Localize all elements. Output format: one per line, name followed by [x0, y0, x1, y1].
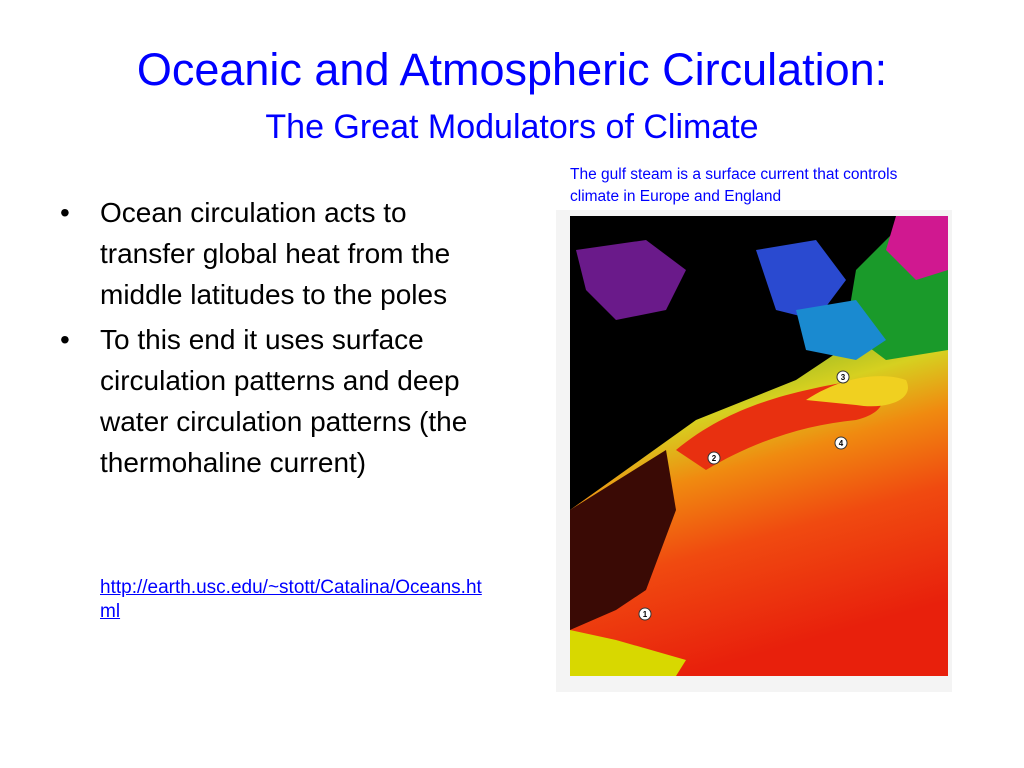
bullet-text: To this end it uses surface circulation …: [100, 324, 468, 478]
map-marker: [834, 436, 848, 450]
bullet-text: Ocean circulation acts to transfer globa…: [100, 197, 451, 310]
map-marker-label: 1: [643, 610, 648, 619]
bullet: • Ocean circulation acts to transfer glob…: [60, 192, 500, 315]
map-marker: [707, 451, 721, 465]
bullet: • To this end it uses surface circulation…: [60, 319, 500, 483]
map-marker-label: 4: [839, 439, 844, 448]
north-cold: [886, 216, 948, 280]
sst-map: 1 2 3 4: [556, 210, 952, 692]
map-marker: [836, 370, 850, 384]
map-marker-label: 2: [712, 454, 717, 463]
gulf-stream: [676, 380, 883, 470]
cold-patch: [796, 300, 886, 360]
bullet-dot: •: [60, 324, 70, 355]
bullet-list: • Ocean circulation acts to transfer glob…: [60, 192, 500, 487]
labrador: [576, 240, 686, 320]
caribbean: [570, 630, 686, 676]
land: [570, 450, 676, 630]
subtitle: The Great Modulators of Climate: [265, 108, 759, 146]
map-marker-label: 3: [841, 373, 846, 382]
map-marker: [638, 607, 652, 621]
caption: The gulf steam is a surface current that…: [570, 166, 898, 205]
title: Oceanic and Atmospheric Circulation:: [136, 44, 888, 95]
link[interactable]: http://earth.usc.edu/~stott/Catalina/Oce…: [100, 577, 482, 622]
bullet-dot: •: [60, 197, 70, 228]
gulf-stream-eddy: [806, 376, 908, 407]
cold-patch: [756, 240, 846, 320]
